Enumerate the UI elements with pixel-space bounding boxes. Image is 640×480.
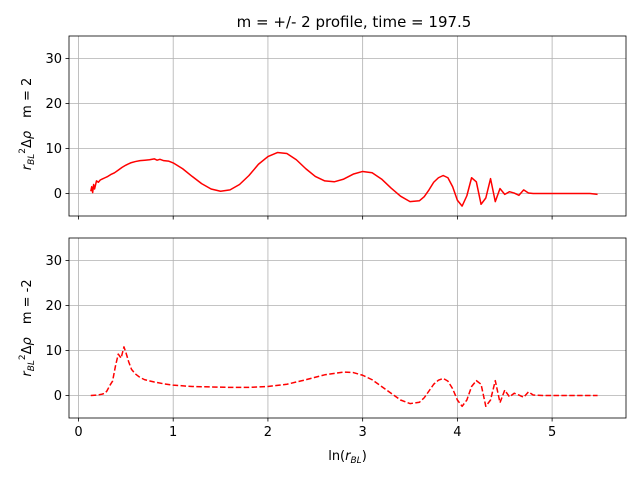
x-tick-label: 4 [453,425,461,440]
y-tick-label: 0 [54,187,62,202]
y-tick-label: 30 [45,254,62,269]
y-tick-label: 10 [45,142,62,157]
x-tick-label: 0 [74,425,82,440]
y-axis-label: rBL2Δρ m = -2 [18,279,37,376]
y-tick-label: 0 [54,389,62,404]
bottom-panel: 0 1 2 3 4 5 0 10 20 30 rBL2Δρ m = -2 ln(rBL) [18,237,627,466]
x-tick-label: 5 [548,425,556,440]
series-line [90,151,598,207]
x-tick-label: 1 [169,425,177,440]
axes-frame [68,35,627,217]
series-line [90,346,598,408]
top-panel: 0 10 20 30 rBL2Δρ m = 2 [18,35,627,220]
y-tick-label: 20 [45,97,62,112]
x-tick-label: 2 [264,425,272,440]
y-tick-label: 30 [45,52,62,67]
chart-title: m = +/- 2 profile, time = 197.5 [237,13,472,31]
y-axis-label: rBL2Δρ m = 2 [18,78,37,171]
y-tick-label: 10 [45,344,62,359]
axes-frame [68,237,627,419]
x-axis-label: ln(rBL) [328,449,367,466]
y-tick-label: 20 [45,299,62,314]
x-tick-label: 3 [359,425,367,440]
